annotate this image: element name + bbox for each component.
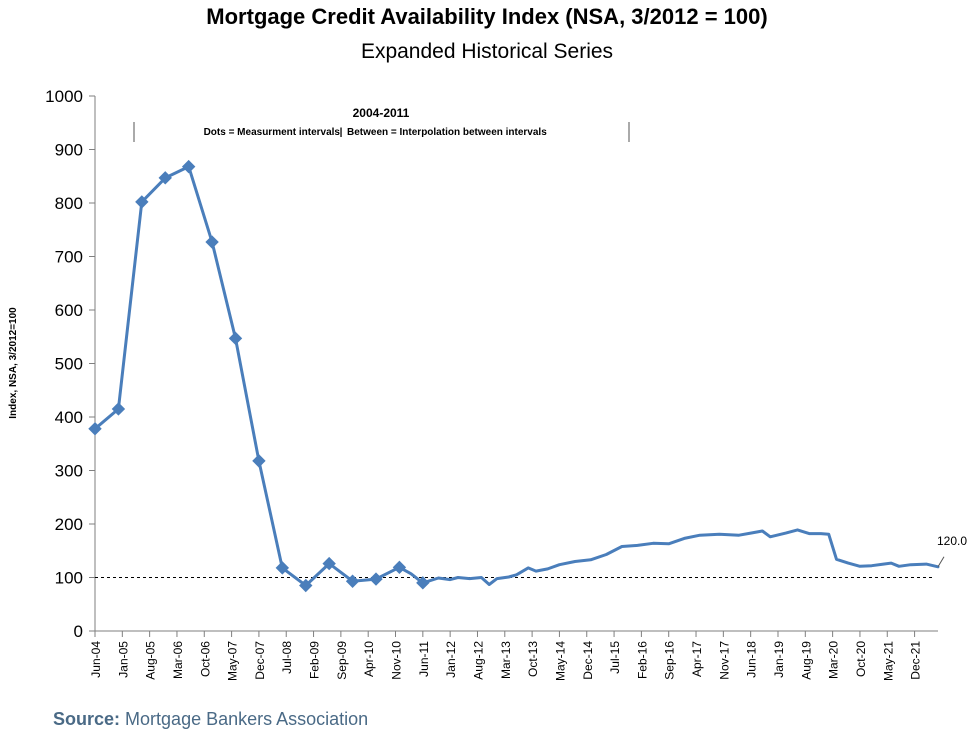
y-axis-label: Index, NSA, 3/2012=100 [8,307,19,419]
y-tick-label: 700 [55,248,83,267]
x-tick-label: Dec-07 [253,641,267,680]
data-point-marker [252,454,266,468]
y-tick-label: 900 [55,141,83,160]
x-tick-label: Nov-17 [717,641,731,680]
x-tick-label: Apr-10 [362,641,376,677]
series-mcai [88,159,940,593]
x-tick-label: May-21 [881,641,895,681]
x-tick-label: Jan-05 [116,641,130,678]
x-tick-label: Sep-09 [335,641,349,680]
y-tick-label: 300 [55,462,83,481]
y-tick-label: 600 [55,301,83,320]
y-tick-label: 800 [55,194,83,213]
y-tick-label: 100 [55,569,83,588]
annotation-period: 2004-2011 [353,106,410,120]
y-tick-label: 200 [55,515,83,534]
x-tick-label: Apr-17 [690,641,704,677]
x-tick-label: Jul-15 [608,641,622,674]
source-text: Mortgage Bankers Association [125,709,369,729]
source-note: Source: Mortgage Bankers Association [53,709,368,730]
source-label: Source: [53,709,121,729]
data-point-marker [111,402,126,416]
data-point-marker [181,159,196,174]
data-point-marker [205,235,219,249]
x-tick-label: Oct-06 [198,641,212,677]
x-tick-label: Feb-09 [308,641,322,679]
series-line [93,165,940,587]
x-tick-label: Jan-19 [772,641,786,678]
x-tick-label: Aug-12 [471,641,485,680]
x-tick-label: Oct-20 [854,641,868,677]
x-tick-label: Jun-18 [745,641,759,678]
annotation-between-note: Between = Interpolation between interval… [347,127,547,138]
y-axis: 0 100 200 300 400 500 600 700 800 900 1000 [45,87,96,641]
x-tick-label: May-14 [553,641,567,681]
end-value-callout: 120.0 [937,534,967,568]
y-tick-label: 0 [74,622,83,641]
x-tick-label: Dec-14 [581,641,595,680]
x-tick-label: Aug-19 [799,641,813,680]
annotation-separator: | [340,127,343,138]
x-tick-label: Dec-21 [909,641,923,680]
data-point-marker [158,171,172,185]
x-tick-label: Jun-04 [89,641,103,678]
x-tick-label: Mar-20 [827,641,841,679]
y-tick-label: 500 [55,355,83,374]
x-tick-label: Jan-12 [444,641,458,678]
end-value-leader [937,556,945,568]
x-tick-label: Nov-10 [390,641,404,680]
x-tick-label: May-07 [226,641,240,681]
data-point-marker [345,574,360,588]
x-tick-label: Oct-13 [526,641,540,677]
data-point-marker [392,560,407,575]
data-point-marker [135,195,149,209]
chart-subtitle: Expanded Historical Series [360,40,614,63]
data-point-marker [369,572,383,586]
x-tick-label: Jun-11 [417,641,431,677]
data-point-marker [299,578,313,593]
x-tick-label: Aug-05 [144,641,158,680]
chart-title: Mortgage Credit Availability Index (NSA,… [206,4,768,29]
data-point-marker [228,331,243,346]
annotation-2004-2011: 2004-2011 Dots = Measurment intervals | … [133,106,630,142]
y-tick-label: 400 [55,408,83,427]
x-tick-label: Sep-16 [663,641,677,680]
data-point-marker [88,422,102,436]
x-tick-label: Feb-16 [635,641,649,679]
data-point-marker [416,576,430,590]
x-tick-label: Jul-08 [280,641,294,674]
data-point-marker [275,561,290,575]
y-tick-label: 1000 [45,87,83,106]
x-tick-label: Mar-06 [171,641,185,679]
x-tick-label: Mar-13 [499,641,513,679]
x-axis: Jun-04 Jan-05 Aug-05 Mar-06 Oct-06 May-07 Dec-… [89,630,938,681]
annotation-dots-note: Dots = Measurment intervals [204,127,341,138]
data-point-marker [322,556,336,571]
end-value-label: 120.0 [937,534,967,548]
